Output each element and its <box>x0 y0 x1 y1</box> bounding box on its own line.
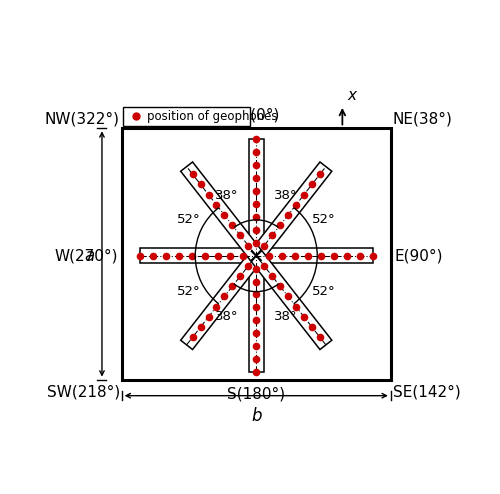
Text: SE(142°): SE(142°) <box>392 385 460 400</box>
Text: 38°: 38° <box>274 310 297 323</box>
Text: SW(218°): SW(218°) <box>46 385 120 400</box>
Polygon shape <box>140 248 373 263</box>
Polygon shape <box>180 162 332 350</box>
Text: b: b <box>251 408 262 425</box>
Text: 38°: 38° <box>215 310 238 323</box>
Text: S(180°): S(180°) <box>227 387 286 402</box>
Text: 38°: 38° <box>215 189 238 202</box>
FancyBboxPatch shape <box>122 107 250 125</box>
Text: a: a <box>84 247 94 265</box>
Polygon shape <box>180 162 332 350</box>
Polygon shape <box>248 139 264 372</box>
Text: E(90°): E(90°) <box>394 248 443 263</box>
Text: NE(38°): NE(38°) <box>392 112 452 126</box>
Text: N (0°): N (0°) <box>234 108 279 123</box>
Text: 52°: 52° <box>177 213 201 226</box>
Text: NW(322°): NW(322°) <box>45 112 120 126</box>
Text: 52°: 52° <box>177 285 201 298</box>
Text: x: x <box>348 88 356 103</box>
Text: W(270°): W(270°) <box>54 248 118 263</box>
Text: 52°: 52° <box>312 213 336 226</box>
Text: 38°: 38° <box>274 189 297 202</box>
Text: position of geophones: position of geophones <box>147 110 278 123</box>
Text: 52°: 52° <box>312 285 336 298</box>
